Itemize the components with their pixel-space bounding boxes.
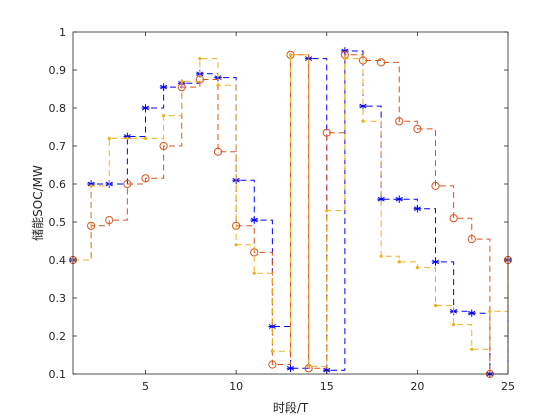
data-point-circle [105,216,114,225]
y-tick-label: 0.8 [49,102,67,115]
data-point-dot [252,271,256,275]
y-tick-label: 0.1 [49,368,67,381]
data-point-dot [488,309,492,313]
data-point-asterisk [467,309,476,317]
data-point-dot [89,184,93,188]
data-point-asterisk [413,204,422,213]
series-0-stair-line [73,50,509,375]
data-point-circle [395,117,404,126]
y-tick-label: 1 [59,26,66,39]
data-point-dot [107,136,111,140]
x-tick-label: 5 [142,380,149,393]
data-point-dot [379,254,383,258]
data-point-circle [377,58,386,67]
series-2 [71,53,510,368]
data-point-dot [198,57,202,61]
data-point-dot [452,323,456,327]
x-tick-label: 20 [410,380,424,393]
y-tick-label: 0.3 [49,292,67,305]
data-point-circle [449,214,458,223]
data-point-dot [397,260,401,264]
data-point-dot [162,114,166,118]
axes-box [72,31,509,375]
y-axis-label: 储能SOC/MW [30,165,45,241]
data-point-dot [415,266,419,270]
data-point-circle [141,174,150,183]
data-point-dot [361,119,365,123]
y-tick-label: 0.9 [49,64,67,77]
data-point-asterisk [286,364,295,373]
data-point-asterisk [159,83,168,91]
data-point-dot [180,79,184,83]
data-point-circle [431,181,440,190]
y-tick-label: 0.7 [49,140,67,153]
data-point-dot [288,53,293,57]
data-point-asterisk [395,195,404,203]
data-point-circle [159,141,168,151]
data-point-dot [325,209,329,213]
data-point-circle [268,360,277,369]
data-point-circle [213,147,223,156]
data-point-asterisk [359,102,367,110]
x-tick-label: 25 [501,380,515,393]
data-point-asterisk [431,258,440,266]
x-axis-label: 时段/T [273,400,309,415]
y-tick-label: 0.5 [49,216,67,229]
data-point-dot [234,243,238,247]
data-point-dot [433,304,438,308]
y-tick-label: 0.6 [49,178,67,191]
data-point-asterisk [123,132,132,141]
data-point-dot [307,364,311,368]
y-ticks: 0.1 0.2 0.3 0.4 0.5 0.6 0.7 0.8 0.9 1 [49,26,508,381]
data-point-dot [470,347,474,351]
data-point-dot [343,57,347,61]
data-point-circle [123,179,132,189]
data-point-asterisk [250,216,259,224]
y-tick-label: 0.4 [49,254,67,267]
data-point-circle [413,124,422,133]
y-tick-label: 0.2 [49,330,67,343]
data-point-circle [322,128,331,137]
data-point-dot [270,349,274,353]
data-point-asterisk [141,104,150,112]
x-tick-label: 15 [320,380,334,393]
data-point-dot [125,136,129,140]
data-point-dot [216,83,220,87]
x-tick-label: 10 [229,380,243,393]
series-layer [68,47,513,379]
x-ticks: 5 10 15 20 25 [142,32,515,393]
data-point-dot [143,136,148,140]
series-2-stair-line [73,54,509,367]
data-point-circle [467,235,476,244]
